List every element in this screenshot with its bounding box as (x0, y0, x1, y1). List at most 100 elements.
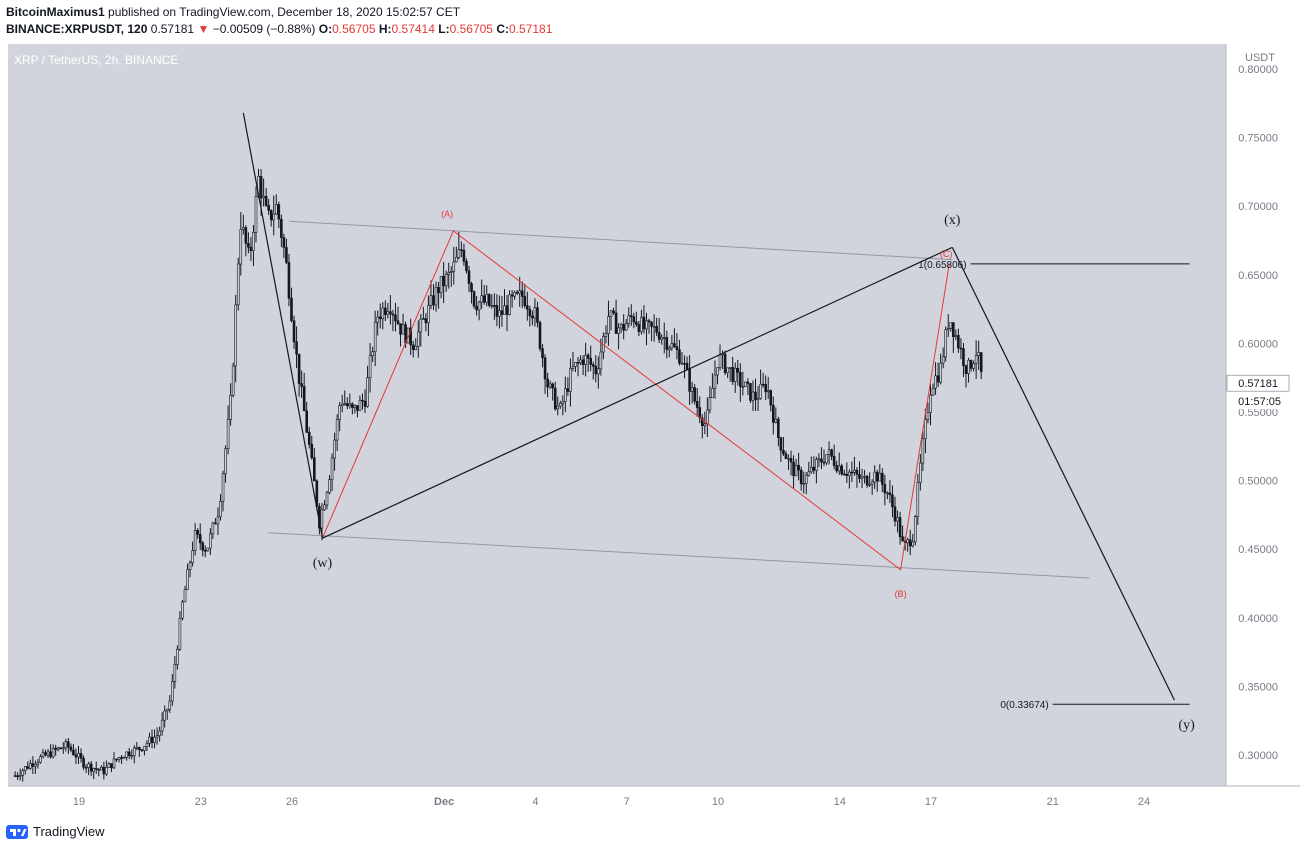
candle-body (26, 766, 30, 769)
candle-body (105, 767, 108, 775)
candle-body (657, 332, 661, 340)
candle-body (209, 533, 212, 549)
candle-body (323, 504, 326, 511)
candle-body (117, 757, 121, 760)
candle-body (82, 757, 85, 768)
candle-body (356, 405, 359, 411)
candle-body (503, 305, 506, 315)
close-value: 0.57181 (509, 22, 553, 36)
candle-body (460, 249, 463, 251)
candle-body (941, 356, 945, 364)
candle-body (282, 237, 286, 248)
candle-body (873, 471, 877, 483)
candle-body (495, 305, 499, 317)
y-tick-label: 0.45000 (1238, 544, 1278, 556)
candle-body (964, 365, 968, 374)
low-value: 0.56705 (449, 22, 493, 36)
candle-body (668, 347, 671, 350)
candle-body (391, 313, 395, 316)
trend-line (242, 112, 324, 539)
candle-body (295, 341, 298, 355)
candle-body (158, 730, 161, 736)
candle-body (797, 464, 800, 471)
candle-body (680, 362, 684, 365)
candle-body (609, 310, 613, 317)
candle-body (946, 328, 950, 331)
candle-body (155, 735, 159, 738)
tradingview-brand[interactable]: TradingView (33, 824, 105, 839)
y-tick-label: 0.40000 (1238, 613, 1278, 625)
candle-body (614, 312, 618, 334)
y-tick-label: 0.35000 (1238, 681, 1278, 693)
candle-body (979, 352, 983, 372)
candle-body (432, 295, 435, 306)
candle-body (351, 403, 354, 408)
candle-body (693, 387, 696, 402)
candle-body (358, 399, 362, 411)
candle-body (285, 247, 288, 263)
candle-body (127, 751, 131, 757)
candle-body (642, 316, 646, 330)
candle-body (655, 326, 658, 333)
candle-body (708, 397, 712, 411)
candle-body (439, 276, 443, 294)
candle-body (569, 368, 572, 392)
candle-body (287, 262, 291, 299)
candle-body (640, 316, 643, 332)
candle-body (782, 449, 785, 455)
candle-body (234, 304, 238, 367)
symbol-info: BINANCE:XRPUSDT, 120 0.57181 ▼ −0.00509 … (6, 22, 552, 36)
candle-body (49, 751, 52, 758)
candle-body (462, 249, 466, 262)
candle-body (381, 307, 385, 320)
y-tick-label: 0.55000 (1238, 407, 1278, 419)
candle-body (44, 752, 47, 756)
candle-body (886, 492, 889, 495)
candle-body (901, 536, 904, 542)
candle-body (115, 758, 118, 761)
candle-body (761, 383, 765, 386)
x-tick-label: 23 (195, 796, 207, 808)
candle-body (863, 476, 866, 478)
publish-info: BitcoinMaximus1 published on TradingView… (6, 5, 460, 19)
x-tick-label: 19 (73, 796, 85, 808)
candle-body (528, 308, 532, 317)
candle-body (802, 483, 806, 485)
candle-body (384, 307, 387, 315)
candle-body (221, 473, 225, 502)
candle-body (203, 550, 207, 552)
candle-body (399, 323, 402, 335)
candle-body (754, 391, 757, 400)
y-tick-label: 0.70000 (1238, 201, 1278, 213)
candle-body (622, 324, 625, 331)
candle-body (548, 383, 552, 388)
candle-body (850, 471, 854, 474)
candle-body (422, 318, 425, 320)
candle-body (652, 326, 656, 328)
candle-body (883, 484, 887, 494)
candle-body (244, 227, 248, 244)
candle-body (533, 307, 537, 319)
candle-body (414, 345, 418, 351)
candle-body (617, 327, 620, 334)
candle-body (891, 494, 894, 508)
candle-body (939, 362, 942, 383)
candle-body (366, 377, 369, 407)
candle-body (612, 310, 615, 314)
author-name[interactable]: BitcoinMaximus1 (6, 5, 105, 19)
candle-body (56, 747, 60, 750)
candle-body (736, 367, 740, 373)
candle-body (39, 756, 42, 763)
candle-body (673, 343, 676, 347)
candle-body (713, 374, 717, 389)
candle-body (804, 474, 808, 484)
price-axis (1226, 44, 1300, 786)
candle-body (647, 320, 651, 323)
candle-body (949, 322, 953, 329)
candle-body (870, 481, 874, 485)
tradingview-logo-icon (6, 824, 28, 839)
candle-body (650, 321, 653, 327)
candle-body (348, 403, 352, 407)
candle-body (972, 363, 975, 369)
